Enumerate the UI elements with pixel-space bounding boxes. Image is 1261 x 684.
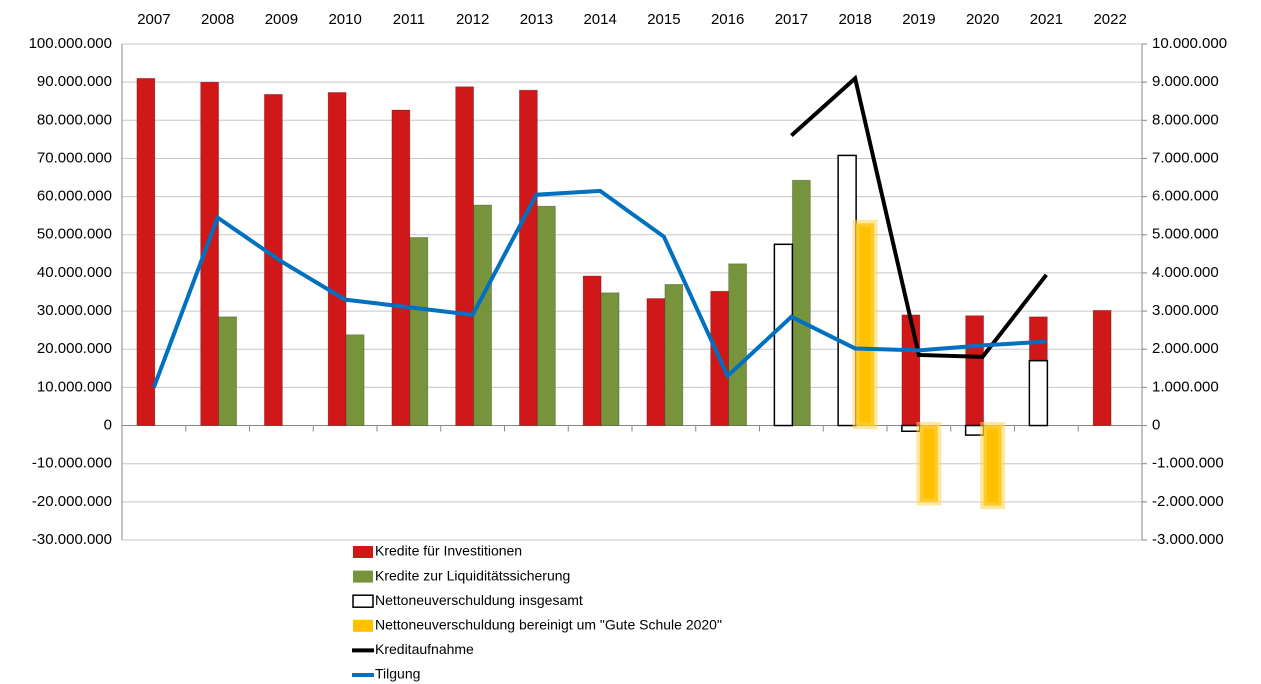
y-tick-label: -30.000.000 bbox=[32, 531, 112, 548]
bar bbox=[664, 283, 684, 426]
x-tick-label: 2011 bbox=[393, 11, 425, 28]
y-tick-label: 60.000.000 bbox=[37, 188, 112, 205]
bar bbox=[852, 219, 878, 430]
y-tick-label: -20.000.000 bbox=[32, 493, 112, 510]
bar bbox=[200, 81, 220, 426]
legend-label: Kreditaufnahme bbox=[375, 641, 474, 657]
y-tick-label: 70.000.000 bbox=[37, 149, 112, 166]
x-tick-label: 2012 bbox=[456, 11, 489, 28]
y2-tick-label: 10.000.000 bbox=[1152, 35, 1227, 52]
bar bbox=[518, 89, 538, 426]
y2-tick-label: 2.000.000 bbox=[1152, 340, 1219, 357]
x-tick-label: 2010 bbox=[328, 11, 361, 28]
y2-tick-label: 1.000.000 bbox=[1152, 378, 1219, 395]
y-tick-label: 10.000.000 bbox=[37, 378, 112, 395]
bar bbox=[327, 92, 347, 426]
bar bbox=[916, 422, 942, 506]
y2-tick-label: 4.000.000 bbox=[1152, 264, 1219, 281]
y-tick-label: 40.000.000 bbox=[37, 264, 112, 281]
y2-tick-label: 0 bbox=[1152, 417, 1160, 434]
x-tick-label: 2016 bbox=[711, 11, 744, 28]
y2-tick-label: -1.000.000 bbox=[1152, 455, 1224, 472]
x-tick-label: 2007 bbox=[137, 11, 170, 28]
bar bbox=[409, 237, 429, 426]
bar bbox=[345, 334, 365, 426]
bar bbox=[455, 86, 475, 426]
y-tick-label: 30.000.000 bbox=[37, 302, 112, 319]
bar bbox=[136, 77, 156, 426]
x-tick-label: 2015 bbox=[647, 11, 680, 28]
bar bbox=[218, 316, 238, 426]
y2-tick-label: 6.000.000 bbox=[1152, 188, 1219, 205]
legend-label: Kredite zur Liquiditätssicherung bbox=[375, 567, 570, 583]
y2-tick-label: 8.000.000 bbox=[1152, 111, 1219, 128]
y2-tick-label: 5.000.000 bbox=[1152, 226, 1219, 243]
y-tick-label: 100.000.000 bbox=[29, 35, 112, 52]
x-tick-label: 2013 bbox=[520, 11, 553, 28]
legend-swatch bbox=[353, 619, 373, 632]
bar bbox=[582, 275, 602, 426]
bar bbox=[473, 204, 493, 426]
x-tick-label: 2021 bbox=[1030, 11, 1063, 28]
legend-swatch bbox=[352, 594, 374, 608]
line bbox=[152, 188, 1047, 389]
bar bbox=[980, 422, 1006, 510]
x-tick-label: 2022 bbox=[1093, 11, 1126, 28]
legend-label: Tilgung bbox=[375, 666, 420, 682]
legend-label: Nettoneuverschuldung insgesamt bbox=[375, 592, 583, 608]
x-tick-label: 2018 bbox=[838, 11, 871, 28]
bar bbox=[901, 314, 921, 426]
bar bbox=[536, 205, 556, 426]
legend-swatch bbox=[353, 546, 373, 558]
y-tick-label: -10.000.000 bbox=[32, 455, 112, 472]
bar bbox=[791, 179, 811, 426]
bar bbox=[1028, 359, 1049, 427]
bar bbox=[728, 263, 748, 426]
bar bbox=[646, 298, 666, 426]
y2-tick-label: 7.000.000 bbox=[1152, 149, 1219, 166]
bar bbox=[600, 292, 620, 426]
bar bbox=[1092, 309, 1112, 426]
y-tick-label: 50.000.000 bbox=[37, 226, 112, 243]
x-tick-label: 2008 bbox=[201, 11, 234, 28]
y-tick-label: 0 bbox=[104, 417, 112, 434]
x-tick-label: 2017 bbox=[775, 11, 808, 28]
y-tick-label: 80.000.000 bbox=[37, 111, 112, 128]
x-tick-label: 2019 bbox=[902, 11, 935, 28]
legend-swatch bbox=[353, 570, 373, 583]
y2-tick-label: 3.000.000 bbox=[1152, 302, 1219, 319]
y2-tick-label: -3.000.000 bbox=[1152, 531, 1224, 548]
legend-label: Kredite für Investitionen bbox=[375, 543, 522, 559]
x-tick-label: 2014 bbox=[583, 11, 616, 28]
legend-label: Nettoneuverschuldung bereinigt um "Gute … bbox=[375, 617, 722, 633]
bar bbox=[773, 243, 794, 427]
x-tick-label: 2020 bbox=[966, 11, 999, 28]
y-tick-label: 20.000.000 bbox=[37, 340, 112, 357]
x-tick-label: 2009 bbox=[265, 11, 298, 28]
bar bbox=[965, 315, 985, 426]
line bbox=[790, 74, 1048, 359]
bar bbox=[391, 109, 411, 426]
y2-tick-label: 9.000.000 bbox=[1152, 73, 1219, 90]
y-tick-label: 90.000.000 bbox=[37, 73, 112, 90]
y2-tick-label: -2.000.000 bbox=[1152, 493, 1224, 510]
